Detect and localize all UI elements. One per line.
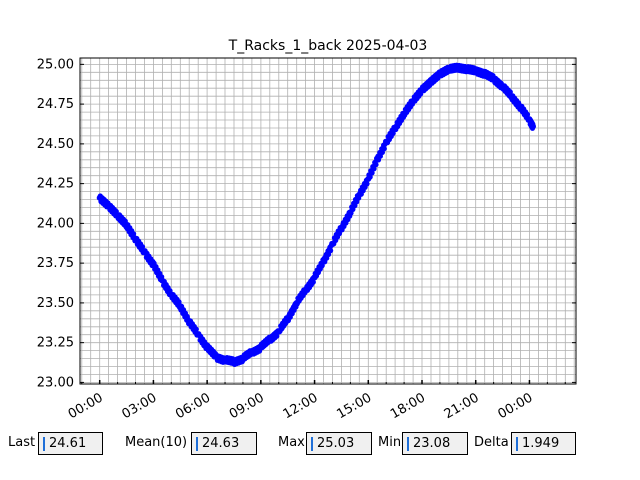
delta-label: Delta <box>474 435 509 450</box>
last-label: Last <box>8 435 36 450</box>
y-tick-label: 24.00 <box>37 216 74 231</box>
y-tick-label: 23.75 <box>37 256 74 271</box>
data-point <box>159 274 165 280</box>
y-tick-label: 23.00 <box>37 375 74 390</box>
max-label: Max <box>278 435 305 450</box>
text-cursor <box>407 437 409 451</box>
y-tick-label: 24.75 <box>37 97 74 112</box>
x-axis: 00:00 03:00 06:00 09:00 12:00 15:00 18:00 21:00… <box>66 380 566 422</box>
data-point <box>139 244 146 250</box>
x-tick-label: 12:00 <box>281 390 321 422</box>
data-point <box>328 248 334 254</box>
y-axis: 23.00 23.25 23.50 23.75 24.00 24.25 24.50 24.75… <box>37 57 576 390</box>
grid <box>80 58 576 384</box>
data-point <box>364 181 370 187</box>
delta-value-field[interactable]: 1.949 <box>511 432 576 455</box>
data-point <box>274 333 280 339</box>
x-tick-label: 06:00 <box>173 390 213 422</box>
mean-value: 24.63 <box>202 436 240 451</box>
x-tick-label: 03:00 <box>119 390 159 422</box>
x-tick-label: 21:00 <box>442 390 482 422</box>
x-tick-label: 00:00 <box>495 390 535 422</box>
data-point <box>373 162 379 168</box>
data-point <box>530 121 536 127</box>
x-tick-label: 00:00 <box>66 390 106 422</box>
min-label: Min <box>378 435 402 450</box>
delta-value: 1.949 <box>522 436 560 451</box>
text-cursor <box>43 437 45 451</box>
data-point <box>371 166 377 172</box>
mean-value-field[interactable]: 24.63 <box>191 432 257 455</box>
data-point <box>193 326 199 332</box>
max-value-field[interactable]: 25.03 <box>306 432 372 455</box>
text-cursor <box>311 437 313 451</box>
min-value: 23.08 <box>413 436 451 451</box>
min-value-field[interactable]: 23.08 <box>402 432 468 455</box>
data-point <box>319 263 325 269</box>
y-tick-label: 25.00 <box>37 57 74 72</box>
last-value: 24.61 <box>49 436 87 451</box>
y-tick-label: 24.50 <box>37 137 74 152</box>
y-tick-label: 23.50 <box>37 296 74 311</box>
data-point <box>176 299 182 305</box>
data-point <box>367 174 373 180</box>
last-value-field[interactable]: 24.61 <box>38 432 103 455</box>
data-point <box>356 195 362 201</box>
x-tick-label: 09:00 <box>227 390 267 422</box>
plot-frame <box>79 57 577 385</box>
chart-title: T_Racks_1_back 2025-04-03 <box>228 38 428 54</box>
data-point <box>390 130 396 136</box>
data-point <box>381 146 387 152</box>
data-point <box>524 111 531 118</box>
text-cursor <box>516 437 518 451</box>
y-tick-label: 23.25 <box>37 336 74 351</box>
mean-label: Mean(10) <box>125 435 188 450</box>
y-tick-label: 24.25 <box>37 177 74 192</box>
text-cursor <box>196 437 198 451</box>
data-point <box>507 89 513 95</box>
x-tick-label: 18:00 <box>388 390 428 422</box>
data-series <box>96 62 536 367</box>
max-value: 25.03 <box>317 436 355 451</box>
data-point <box>369 170 375 176</box>
data-point <box>529 125 536 131</box>
x-tick-label: 15:00 <box>334 390 374 422</box>
data-point <box>310 279 316 285</box>
